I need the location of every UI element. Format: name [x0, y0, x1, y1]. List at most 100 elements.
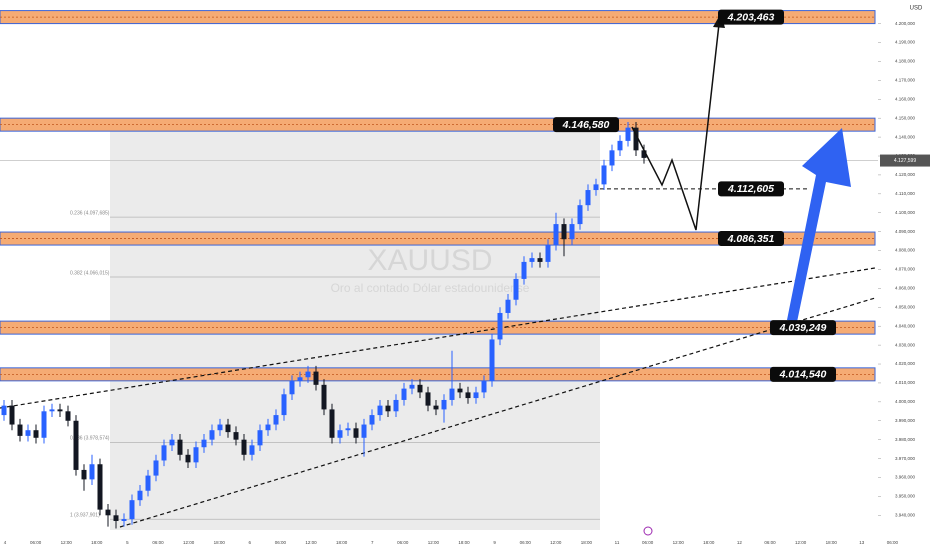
y-tick-label: 3.990,000: [895, 418, 916, 423]
x-tick-label: 9: [493, 540, 496, 545]
y-tick-label: 4.030,000: [895, 342, 916, 347]
candle-body: [81, 469, 87, 480]
candle-body: [577, 205, 583, 225]
candle-body: [137, 490, 143, 501]
x-tick-label: 06:00: [30, 540, 42, 545]
candle-body: [241, 439, 247, 455]
x-tick-label: 12:00: [550, 540, 562, 545]
candle-body: [545, 244, 551, 262]
x-tick-label: 12:00: [61, 540, 73, 545]
candle-body: [57, 409, 63, 412]
y-tick-label: 4.050,000: [895, 304, 916, 309]
x-tick-label: 06:00: [275, 540, 287, 545]
candle-body: [617, 140, 623, 151]
y-tick-label: 4.110,000: [895, 191, 915, 196]
candle-body: [281, 394, 287, 416]
candle-body: [353, 428, 359, 438]
candle-body: [537, 258, 543, 262]
y-tick-label: 4.080,000: [895, 248, 916, 253]
candle-body: [457, 388, 463, 393]
level-label: 4.112,605: [727, 183, 774, 195]
candle-body: [257, 430, 263, 446]
candle-body: [377, 405, 383, 416]
level-label: 4.086,351: [727, 233, 775, 245]
fib-label: 0.786 (3.978,574): [70, 436, 110, 442]
level-label-box: [718, 231, 784, 247]
candle-body: [321, 384, 327, 410]
candle-body: [17, 424, 23, 436]
candle-body: [473, 392, 479, 399]
candle-body: [449, 388, 455, 400]
candle-body: [521, 261, 527, 279]
x-tick-label: 18:00: [826, 540, 838, 545]
y-tick-label: 3.950,000: [895, 494, 916, 499]
level-label: 4.146,580: [562, 119, 610, 131]
candle-body: [409, 384, 415, 389]
fib-label: 1 (3.937,901): [70, 513, 100, 519]
x-tick-label: 18:00: [458, 540, 470, 545]
y-tick-label: 4.140,000: [895, 134, 916, 139]
y-tick-label: 4.090,000: [895, 229, 916, 234]
level-label-box: [553, 117, 619, 133]
y-tick-label: 4.100,000: [895, 210, 916, 215]
candle-body: [209, 430, 215, 440]
x-tick-label: 13: [859, 540, 865, 545]
level-label: 4.203,463: [727, 11, 775, 23]
candle-body: [553, 224, 559, 245]
x-tick-label: 12:00: [795, 540, 807, 545]
candle-body: [145, 475, 151, 491]
candle-body: [249, 445, 255, 455]
x-tick-label: 11: [615, 540, 620, 545]
x-tick-label: 18:00: [581, 540, 593, 545]
candle-body: [305, 371, 311, 378]
candle-body: [433, 405, 439, 410]
candle-body: [393, 399, 399, 412]
trend-line: [0, 267, 876, 409]
watermark: XAUUSD: [367, 244, 492, 277]
x-tick-label: 5: [126, 540, 129, 545]
candle-body: [217, 424, 223, 431]
projection-path: [631, 23, 720, 231]
candle-body: [441, 399, 447, 410]
candle-body: [329, 409, 335, 438]
candle-body: [49, 409, 55, 412]
y-tick-label: 4.190,000: [895, 40, 916, 45]
candle-body: [201, 439, 207, 448]
candle-body: [193, 447, 199, 463]
y-tick-label: 4.010,000: [895, 380, 916, 385]
candle-body: [481, 381, 487, 393]
level-label: 4.039,249: [779, 322, 827, 334]
x-tick-label: 6: [249, 540, 252, 545]
candle-body: [513, 278, 519, 300]
y-tick-label: 4.000,000: [895, 399, 916, 404]
x-tick-label: 12:00: [305, 540, 317, 545]
x-tick-label: 18:00: [336, 540, 348, 545]
y-tick-label: 4.060,000: [895, 286, 916, 291]
candle-body: [313, 371, 319, 385]
y-tick-label: 3.970,000: [895, 456, 916, 461]
y-tick-label: 4.180,000: [895, 59, 916, 64]
current-price-box: [880, 154, 930, 167]
candle-body: [569, 224, 575, 240]
event-icon: [643, 526, 653, 536]
x-tick-label: 06:00: [642, 540, 654, 545]
fib-levels: 0.236 (4.097,685) 0.382 (4.066,015) 0.786 …: [0, 160, 878, 520]
candle-body: [601, 165, 607, 185]
candle-body: [105, 509, 111, 516]
candle-body: [417, 384, 423, 393]
candle-body: [169, 439, 175, 446]
candle-body: [361, 424, 367, 438]
candle-body: [161, 445, 167, 461]
y-tick-label: 4.070,000: [895, 267, 916, 272]
y-tick-label: 4.160,000: [895, 96, 916, 101]
level-labels: 4.203,463 4.146,580 4.086,351 4.039,249 4.01…: [553, 9, 836, 382]
candle-body: [41, 411, 47, 438]
x-tick-label: 06:00: [397, 540, 409, 545]
candle-body: [273, 415, 279, 425]
candle-body: [561, 224, 567, 240]
y-tick-label: 3.980,000: [895, 437, 916, 442]
candle-body: [1, 405, 7, 416]
x-tick-label: 06:00: [152, 540, 164, 545]
